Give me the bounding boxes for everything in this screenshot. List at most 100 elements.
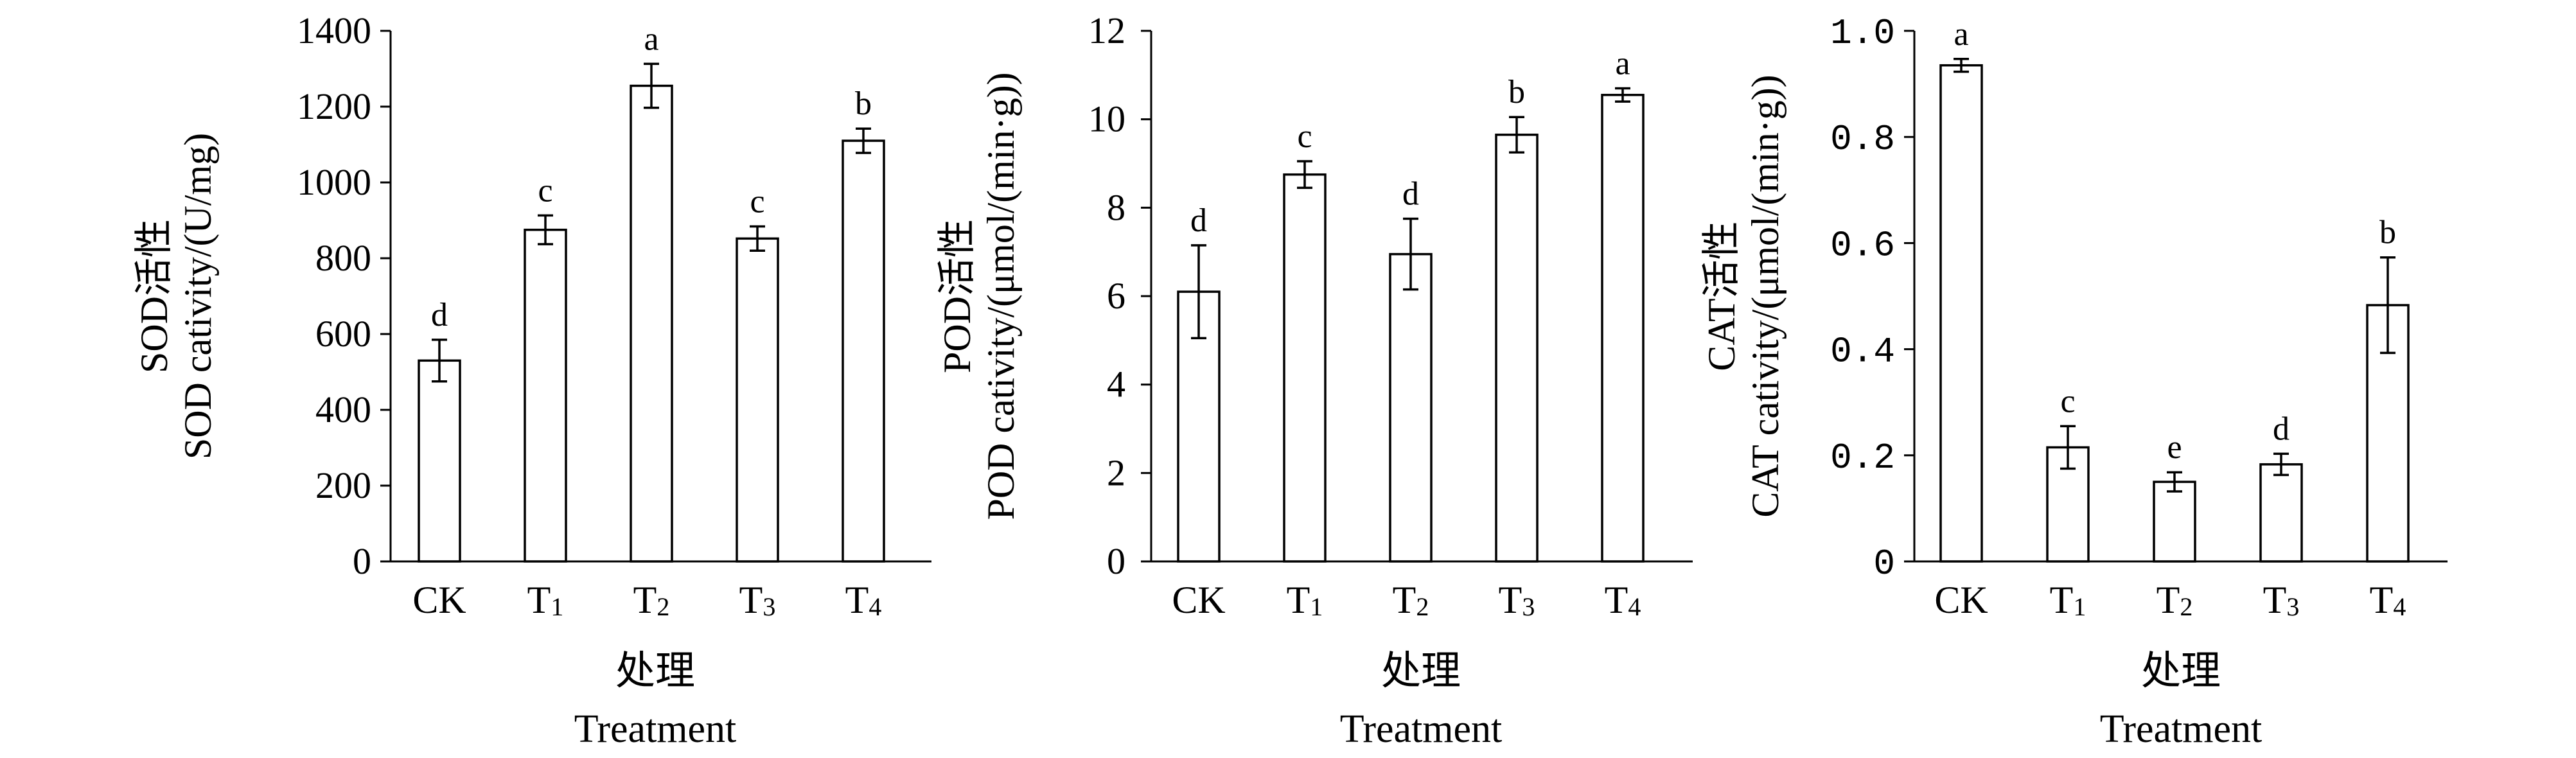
y-tick-label: 1.0 (1830, 13, 1895, 54)
y-tick-label: 0 (1873, 543, 1895, 585)
y-axis-title-cn: SOD活性 (133, 219, 175, 373)
y-tick-label: 400 (315, 389, 371, 430)
y-tick-label: 1000 (297, 161, 371, 203)
chart-panel-1: 0200400600800100012001400dCKcT1aT2cT3bT4… (133, 10, 931, 751)
category-main: T (2157, 579, 2180, 621)
y-tick-label: 0.4 (1830, 331, 1895, 373)
y-tick-label: 600 (315, 313, 371, 355)
category-subscript: 1 (551, 592, 563, 621)
category-subscript: 3 (2286, 592, 2299, 621)
bar (1601, 94, 1645, 563)
significance-letter: d (1190, 202, 1207, 239)
category-main: T (845, 579, 869, 621)
x-category-label: T1 (1287, 579, 1323, 621)
y-tick-label: 0 (353, 540, 371, 582)
significance-letter: c (538, 172, 552, 209)
significance-letter: c (750, 183, 764, 220)
category-subscript: 1 (1310, 592, 1323, 621)
y-axis-title-cn: POD活性 (936, 219, 978, 373)
significance-letter: d (1402, 176, 1419, 213)
x-category-label: CK (1172, 579, 1225, 621)
x-category-label: T4 (1605, 579, 1641, 621)
y-tick-label: 1200 (297, 85, 371, 127)
bar (2153, 480, 2196, 563)
x-axis-title-cn: 处理 (615, 649, 695, 693)
y-tick-label: 6 (1107, 275, 1125, 317)
bar (2259, 463, 2303, 563)
category-subscript: 4 (2393, 592, 2406, 621)
x-category-label: T1 (527, 579, 564, 621)
category-main: T (739, 579, 763, 621)
category-main: T (633, 579, 657, 621)
significance-letter: c (2060, 383, 2075, 419)
category-subscript: 2 (657, 592, 669, 621)
category-subscript: 3 (763, 592, 775, 621)
y-tick-label: 12 (1088, 10, 1125, 51)
x-axis-title-cn: 处理 (1381, 649, 1461, 693)
category-subscript: 4 (1628, 592, 1641, 621)
significance-letter: a (1954, 16, 1968, 53)
category-main: T (2050, 579, 2074, 621)
y-tick-label: 1400 (297, 10, 371, 51)
significance-letter: b (1508, 74, 1525, 110)
bar (1283, 173, 1327, 563)
significance-letter: a (644, 21, 658, 57)
x-category-label: T2 (633, 579, 670, 621)
category-main: T (1287, 579, 1310, 621)
bar (1495, 134, 1539, 563)
x-category-label: CK (1934, 579, 1988, 621)
category-main: T (527, 579, 551, 621)
significance-letter: b (855, 85, 872, 122)
category-main: T (1499, 579, 1522, 621)
bar (1389, 252, 1433, 563)
bar (630, 84, 673, 563)
y-axis-title-en: POD cativity/(μmol/(min·g)) (980, 72, 1022, 520)
y-tick-label: 0.8 (1830, 119, 1895, 160)
significance-letter: d (2273, 410, 2289, 447)
bar (736, 237, 779, 563)
x-category-label: T4 (845, 579, 882, 621)
bar (524, 229, 567, 563)
x-category-label: T2 (2157, 579, 2193, 621)
x-category-label: T1 (2050, 579, 2086, 621)
x-category-label: T3 (739, 579, 776, 621)
y-tick-label: 0.6 (1830, 225, 1895, 266)
y-tick-label: 800 (315, 237, 371, 279)
y-tick-label: 200 (315, 464, 371, 506)
category-main: T (2370, 579, 2394, 621)
category-subscript: 2 (2180, 592, 2192, 621)
x-category-label: T2 (1393, 579, 1429, 621)
y-axis-title-en: CAT cativity/(μmol/(min·g)) (1744, 75, 1786, 517)
x-axis-title-en: Treatment (574, 707, 737, 751)
category-main: CK (412, 579, 466, 621)
category-subscript: 2 (1416, 592, 1429, 621)
y-tick-label: 2 (1107, 452, 1125, 493)
y-axis-title-cn: CAT活性 (1700, 221, 1743, 371)
category-main: CK (1934, 579, 1988, 621)
category-main: T (2263, 579, 2287, 621)
y-tick-label: 0.2 (1830, 437, 1895, 479)
y-axis-title-en: SOD cativity/(U/mg) (177, 133, 219, 459)
category-subscript: 3 (1522, 592, 1535, 621)
category-main: T (1393, 579, 1416, 621)
x-category-label: T3 (1499, 579, 1535, 621)
y-tick-label: 8 (1107, 186, 1125, 228)
y-tick-label: 4 (1107, 364, 1125, 405)
category-subscript: 4 (869, 592, 881, 621)
category-main: CK (1172, 579, 1225, 621)
x-category-label: T4 (2370, 579, 2406, 621)
bar (1939, 64, 1983, 563)
x-axis-title-en: Treatment (1340, 707, 1503, 751)
x-axis-title-cn: 处理 (2141, 649, 2221, 693)
category-subscript: 1 (2073, 592, 2086, 621)
y-tick-label: 10 (1088, 98, 1125, 140)
significance-letter: d (431, 297, 448, 333)
y-tick-label: 0 (1107, 540, 1125, 582)
significance-letter: b (2379, 215, 2396, 251)
significance-letter: c (1297, 118, 1312, 155)
x-category-label: T3 (2263, 579, 2300, 621)
significance-letter: e (2167, 429, 2182, 466)
